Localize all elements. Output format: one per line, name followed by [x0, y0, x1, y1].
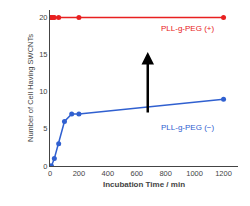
- svg-text:PLL-g-PEG (+): PLL-g-PEG (+): [161, 24, 214, 33]
- svg-text:5: 5: [43, 124, 47, 133]
- svg-text:1000: 1000: [186, 169, 203, 178]
- svg-text:PLL-g-PEG (−): PLL-g-PEG (−): [161, 123, 214, 132]
- svg-text:200: 200: [73, 169, 86, 178]
- svg-text:Incubation Time / min: Incubation Time / min: [103, 180, 185, 189]
- svg-text:15: 15: [39, 50, 47, 59]
- svg-text:0: 0: [43, 162, 47, 171]
- svg-text:1200: 1200: [215, 169, 232, 178]
- svg-text:10: 10: [39, 87, 47, 96]
- svg-text:0: 0: [48, 169, 52, 178]
- svg-text:800: 800: [159, 169, 172, 178]
- svg-text:600: 600: [131, 169, 144, 178]
- svg-text:400: 400: [102, 169, 115, 178]
- svg-text:20: 20: [39, 13, 47, 22]
- svg-text:Number of Cell Having SWCNTs: Number of Cell Having SWCNTs: [26, 34, 35, 142]
